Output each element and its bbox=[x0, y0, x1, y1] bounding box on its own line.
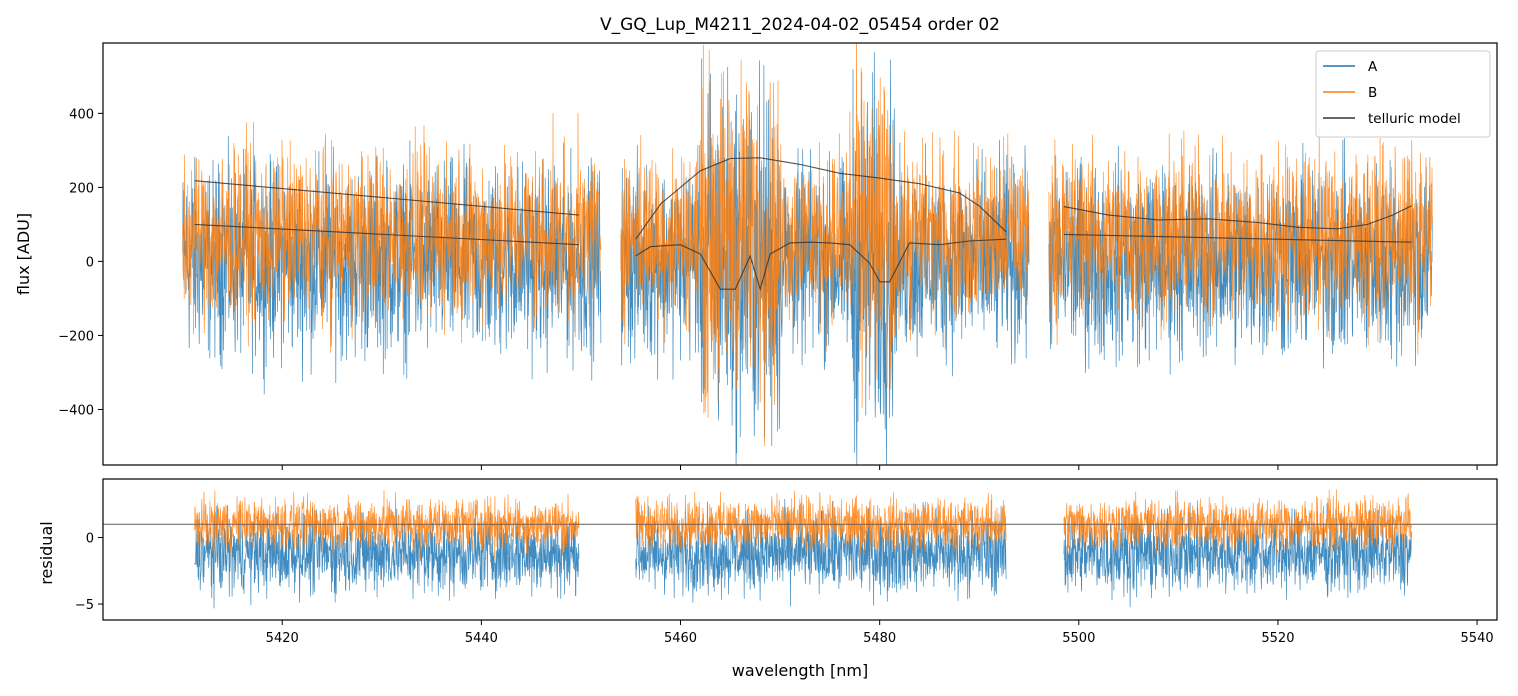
series-b-segment-1 bbox=[194, 490, 580, 560]
ytick-label-residual: 0 bbox=[86, 532, 94, 547]
legend-box bbox=[1315, 50, 1491, 138]
telluric-segment-1-lower bbox=[194, 223, 580, 246]
chart-title: V_GQ_Lup_M4211_2024-04-02_05454 order 02 bbox=[600, 15, 1000, 35]
series-a-segment-2 bbox=[635, 498, 1007, 607]
ytick-label-residual: −5 bbox=[75, 598, 94, 613]
telluric-segment-3-upper bbox=[1063, 205, 1412, 230]
series-b-segment-2 bbox=[635, 490, 1007, 556]
series-b-segment-3 bbox=[1048, 126, 1433, 355]
series-a-segment-1 bbox=[182, 135, 602, 395]
legend-label-telluric: telluric model bbox=[1368, 111, 1461, 127]
residual-ylabel: residual bbox=[37, 521, 56, 584]
series-b-segment-3 bbox=[1063, 489, 1412, 559]
legend: A B telluric model bbox=[1315, 50, 1491, 138]
telluric-segment-2-upper bbox=[635, 157, 1007, 240]
residual-panel: −5 0 5420 5440 5460 5480 5500 5520 5540 residua… bbox=[37, 478, 1498, 646]
ytick-label-spectrum: 200 bbox=[69, 181, 94, 196]
ytick-label-spectrum: 0 bbox=[86, 255, 94, 270]
legend-label-a: A bbox=[1368, 59, 1378, 75]
xtick-label: 5520 bbox=[1261, 631, 1294, 646]
telluric-segment-2-lower bbox=[635, 238, 1007, 292]
ytick-label-spectrum: 400 bbox=[69, 107, 94, 122]
x-axis-label: wavelength [nm] bbox=[732, 661, 869, 680]
xtick-label: 5540 bbox=[1461, 631, 1494, 646]
spectrum-panel-frame bbox=[102, 42, 1498, 466]
series-b-segment-1 bbox=[182, 112, 602, 353]
xtick-label: 5420 bbox=[266, 631, 299, 646]
legend-label-b: B bbox=[1368, 85, 1377, 101]
xtick-label: 5440 bbox=[465, 631, 498, 646]
telluric-segment-3-lower bbox=[1063, 233, 1412, 243]
xtick-label: 5500 bbox=[1062, 631, 1095, 646]
spectrum-ylabel: flux [ADU] bbox=[14, 213, 33, 295]
spectrum-panel: −400 −200 0 200 400 flux [ADU] bbox=[14, 42, 1498, 470]
series-a-segment-1 bbox=[194, 505, 580, 609]
telluric-segment-1-upper bbox=[194, 180, 580, 216]
ytick-label-spectrum: −200 bbox=[58, 329, 94, 344]
xtick-label: 5460 bbox=[664, 631, 697, 646]
residual-panel-frame bbox=[102, 478, 1498, 621]
series-b-segment-2 bbox=[620, 43, 1030, 447]
ytick-label-spectrum: −400 bbox=[58, 403, 94, 418]
xtick-label: 5480 bbox=[863, 631, 896, 646]
